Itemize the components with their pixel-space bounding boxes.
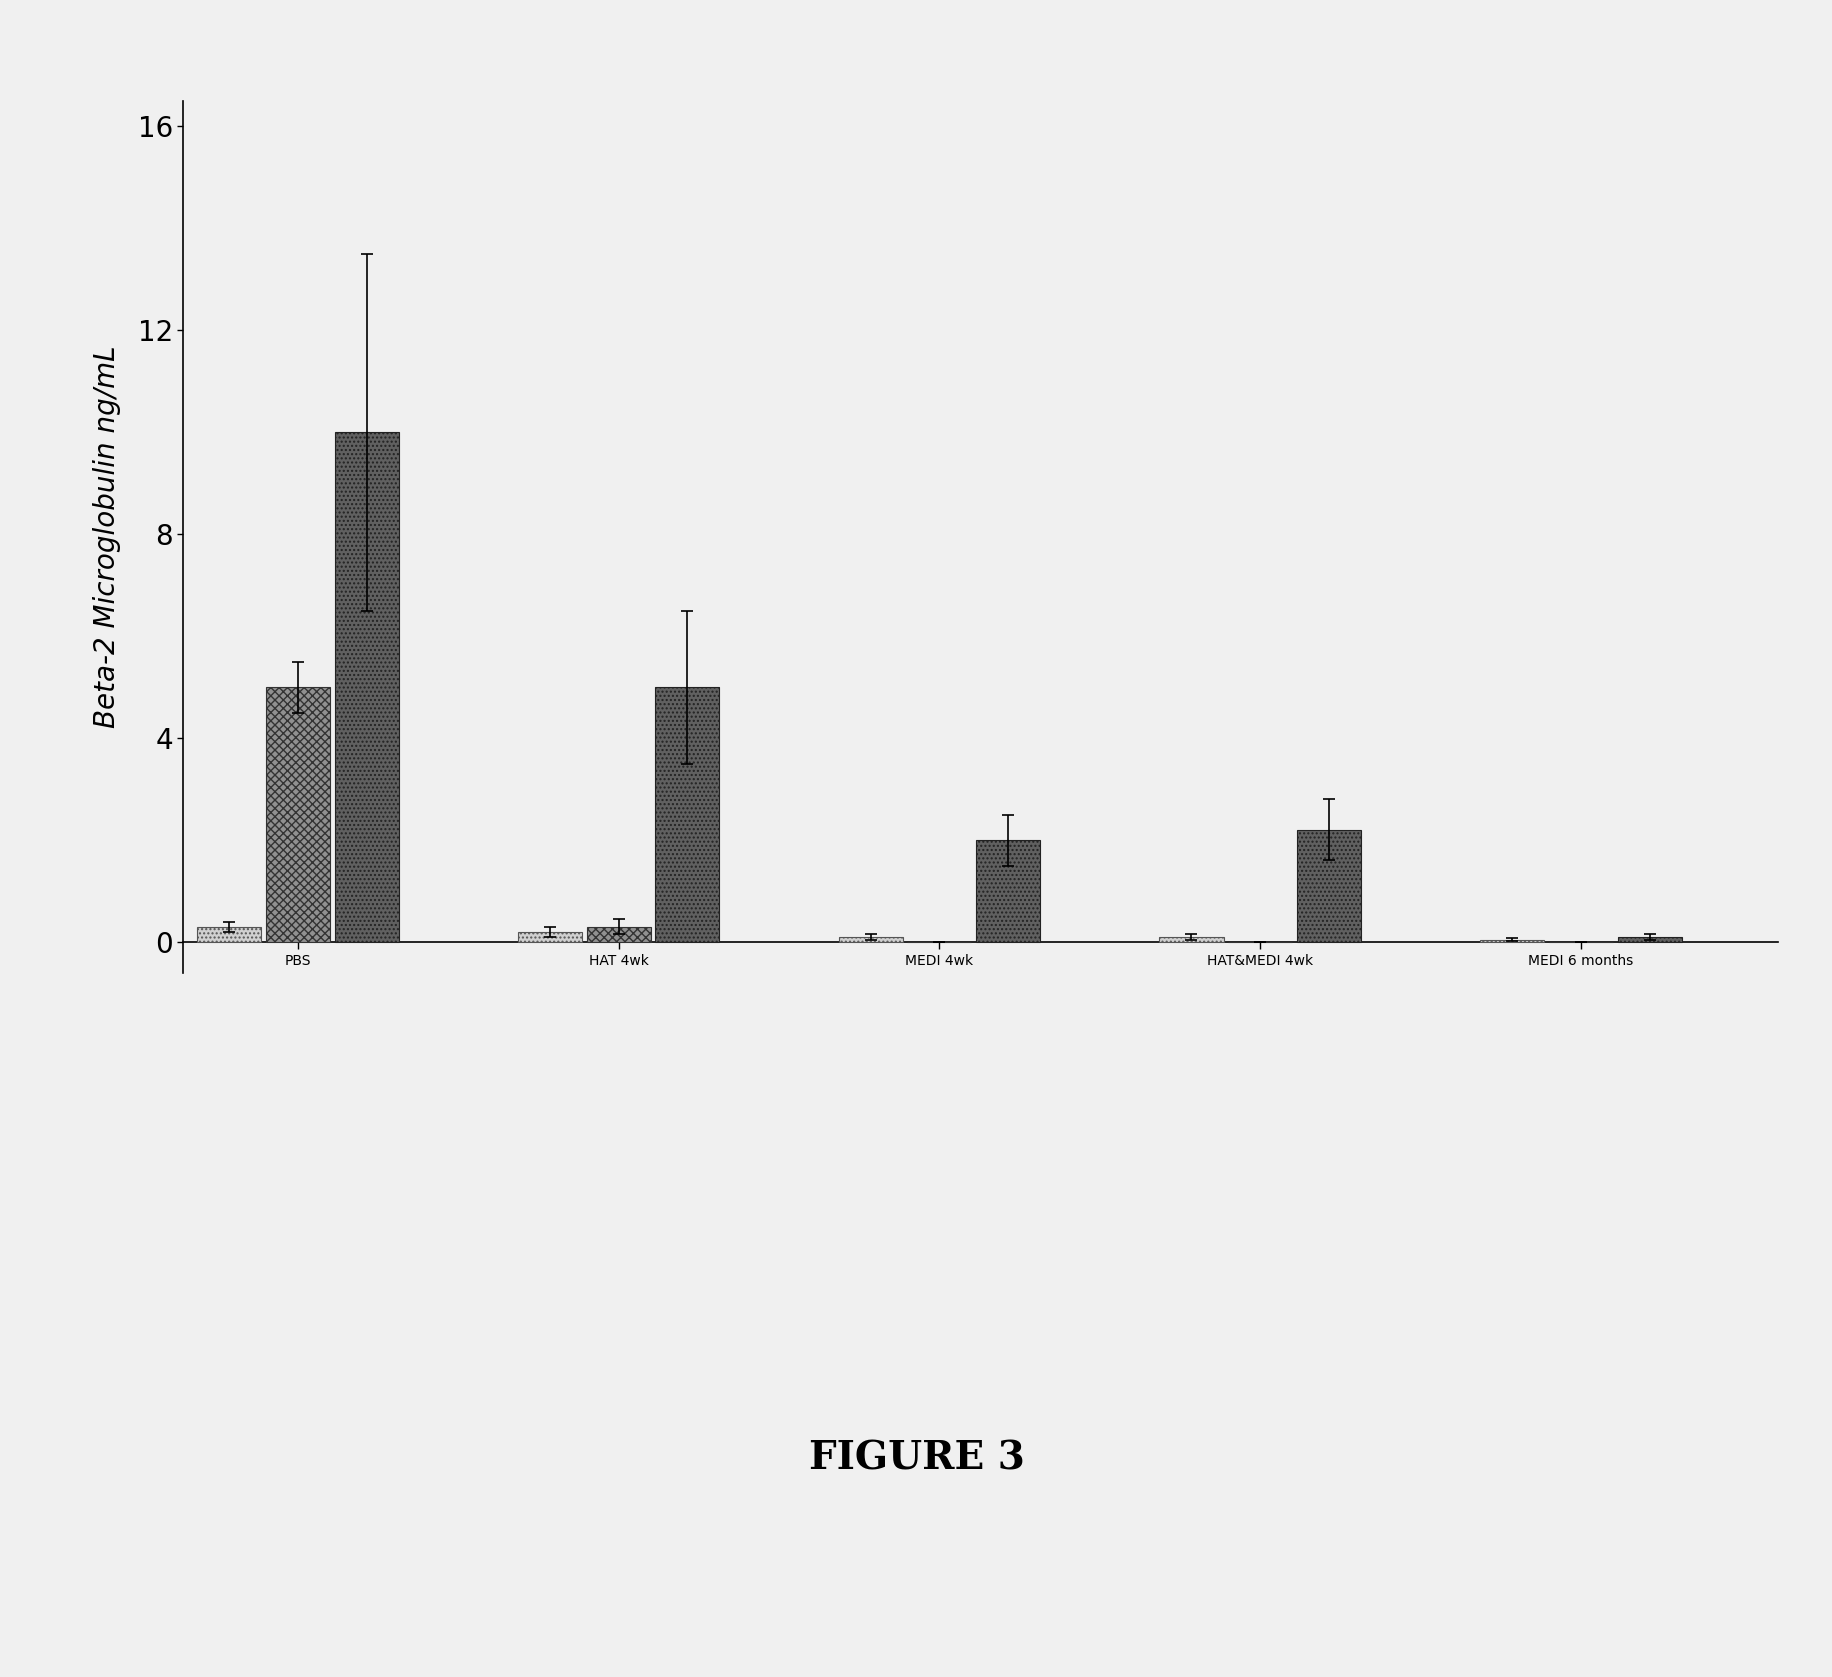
Bar bbox=[586, 927, 650, 942]
Bar bbox=[1480, 939, 1543, 942]
Bar bbox=[975, 840, 1039, 942]
Bar bbox=[1158, 937, 1222, 942]
Bar bbox=[656, 688, 718, 942]
Bar bbox=[517, 932, 581, 942]
Y-axis label: Beta-2 Microglobulin ng/mL: Beta-2 Microglobulin ng/mL bbox=[93, 345, 121, 728]
Bar bbox=[837, 937, 901, 942]
Bar bbox=[266, 688, 330, 942]
Bar bbox=[1616, 937, 1682, 942]
Bar bbox=[196, 927, 262, 942]
Bar bbox=[1297, 830, 1359, 942]
Text: FIGURE 3: FIGURE 3 bbox=[808, 1441, 1024, 1477]
Bar bbox=[335, 433, 399, 942]
